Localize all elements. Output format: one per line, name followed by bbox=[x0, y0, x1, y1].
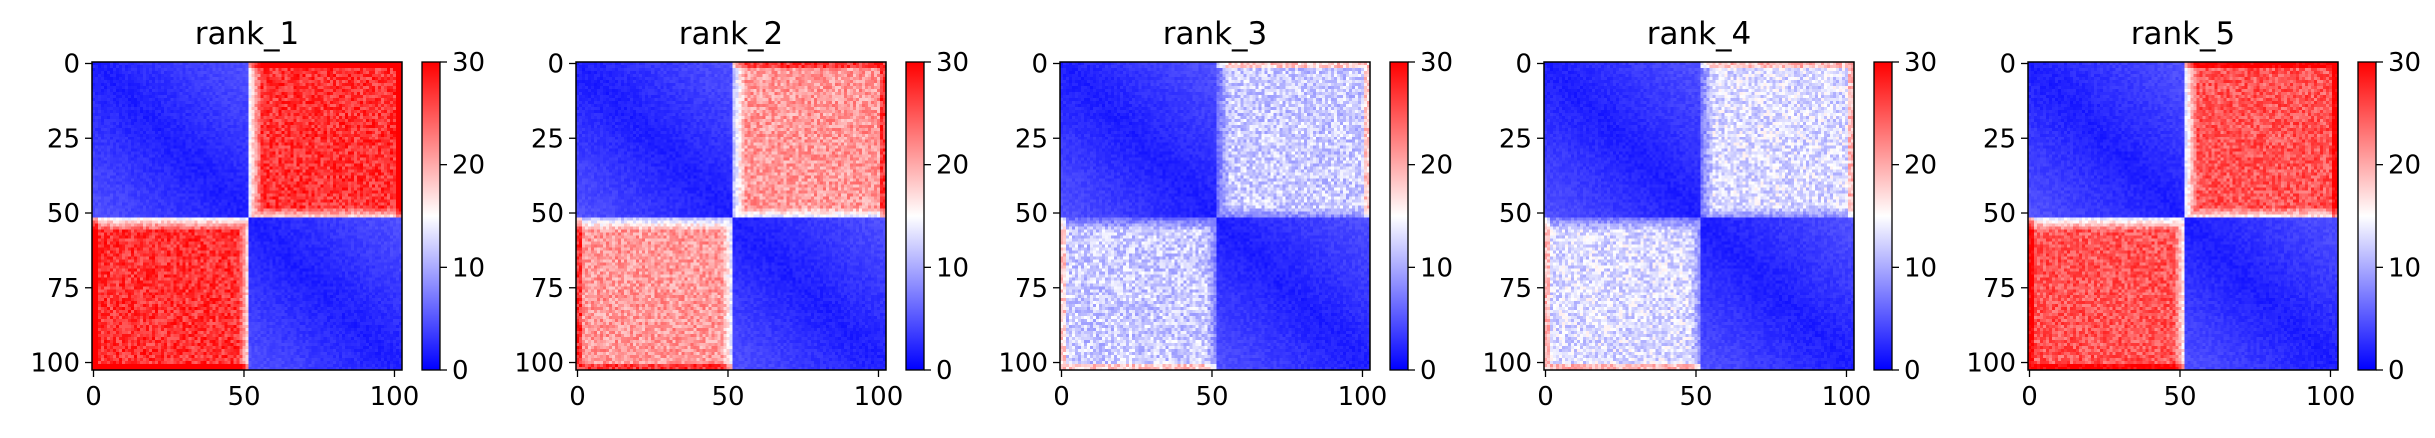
colorbar-tick-label: 30 bbox=[1420, 48, 1453, 78]
chart-title: rank_3 bbox=[1163, 16, 1268, 52]
heatmap-image bbox=[2028, 62, 2338, 370]
colorbar-tick-label: 20 bbox=[1904, 151, 1937, 181]
colorbar-tick-label: 0 bbox=[2388, 356, 2405, 386]
x-tick-label: 100 bbox=[1338, 382, 1388, 412]
x-tick-label: 0 bbox=[1053, 382, 1070, 412]
y-tick-label: 25 bbox=[47, 124, 80, 154]
plot-frame bbox=[1543, 61, 1855, 371]
x-tick-label: 0 bbox=[85, 382, 102, 412]
y-tick-label: 75 bbox=[1983, 274, 2016, 304]
y-tick-label: 25 bbox=[531, 124, 564, 154]
colorbar-tick-label: 10 bbox=[1420, 253, 1453, 283]
chart-title: rank_2 bbox=[679, 16, 784, 52]
heatmap-image bbox=[576, 62, 886, 370]
x-tick-label: 50 bbox=[1679, 382, 1712, 412]
y-tick-label: 50 bbox=[1983, 199, 2016, 229]
x-tick-label: 100 bbox=[854, 382, 904, 412]
y-tick-label: 100 bbox=[1966, 349, 2016, 379]
y-tick-label: 25 bbox=[1499, 124, 1532, 154]
y-tick-label: 50 bbox=[1015, 199, 1048, 229]
colorbar-tick-label: 30 bbox=[1904, 48, 1937, 78]
x-tick-label: 50 bbox=[227, 382, 260, 412]
colorbar-tick-label: 10 bbox=[452, 253, 485, 283]
y-tick-label: 0 bbox=[63, 49, 80, 79]
plot-frame bbox=[1059, 61, 1371, 371]
y-tick-label: 100 bbox=[998, 349, 1048, 379]
plot-frame bbox=[575, 61, 887, 371]
y-tick-label: 100 bbox=[30, 349, 80, 379]
colorbar-tick-label: 0 bbox=[1904, 356, 1921, 386]
y-tick-label: 75 bbox=[1015, 274, 1048, 304]
y-tick-label: 100 bbox=[514, 349, 564, 379]
colorbar bbox=[1389, 61, 1409, 371]
colorbar-tick-label: 20 bbox=[452, 151, 485, 181]
y-tick-label: 75 bbox=[531, 274, 564, 304]
y-tick-label: 50 bbox=[47, 199, 80, 229]
y-tick-label: 0 bbox=[1999, 49, 2016, 79]
colorbar-tick-label: 10 bbox=[936, 253, 969, 283]
colorbar-tick-label: 30 bbox=[452, 48, 485, 78]
heatmap-image bbox=[1544, 62, 1854, 370]
colorbar bbox=[421, 61, 441, 371]
colorbar-tick-label: 0 bbox=[452, 356, 469, 386]
colorbar bbox=[2357, 61, 2377, 371]
colorbar-tick-label: 30 bbox=[936, 48, 969, 78]
x-tick-label: 0 bbox=[1537, 382, 1554, 412]
colorbar-tick-label: 0 bbox=[1420, 356, 1437, 386]
y-tick-label: 75 bbox=[1499, 274, 1532, 304]
y-tick-label: 0 bbox=[547, 49, 564, 79]
plot-frame bbox=[91, 61, 403, 371]
colorbar-tick-label: 20 bbox=[2388, 151, 2421, 181]
colorbar-tick-label: 0 bbox=[936, 356, 953, 386]
y-tick-label: 50 bbox=[531, 199, 564, 229]
heatmap-image bbox=[92, 62, 402, 370]
x-tick-label: 50 bbox=[2163, 382, 2196, 412]
x-tick-label: 0 bbox=[2021, 382, 2038, 412]
x-tick-label: 50 bbox=[1195, 382, 1228, 412]
colorbar bbox=[905, 61, 925, 371]
y-tick-label: 0 bbox=[1031, 49, 1048, 79]
x-tick-label: 100 bbox=[2306, 382, 2356, 412]
x-tick-label: 0 bbox=[569, 382, 586, 412]
colorbar bbox=[1873, 61, 1893, 371]
colorbar-tick-label: 10 bbox=[2388, 253, 2421, 283]
heatmap-image bbox=[1060, 62, 1370, 370]
colorbar-tick-label: 20 bbox=[1420, 151, 1453, 181]
x-tick-label: 100 bbox=[1822, 382, 1872, 412]
y-tick-label: 25 bbox=[1015, 124, 1048, 154]
colorbar-tick-label: 20 bbox=[936, 151, 969, 181]
x-tick-label: 100 bbox=[370, 382, 420, 412]
y-tick-label: 75 bbox=[47, 274, 80, 304]
y-tick-label: 0 bbox=[1515, 49, 1532, 79]
y-tick-label: 25 bbox=[1983, 124, 2016, 154]
y-tick-label: 100 bbox=[1482, 349, 1532, 379]
plot-frame bbox=[2027, 61, 2339, 371]
chart-title: rank_1 bbox=[195, 16, 300, 52]
x-tick-label: 50 bbox=[711, 382, 744, 412]
colorbar-tick-label: 10 bbox=[1904, 253, 1937, 283]
chart-title: rank_5 bbox=[2131, 16, 2236, 52]
y-tick-label: 50 bbox=[1499, 199, 1532, 229]
chart-title: rank_4 bbox=[1647, 16, 1752, 52]
colorbar-tick-label: 30 bbox=[2388, 48, 2421, 78]
